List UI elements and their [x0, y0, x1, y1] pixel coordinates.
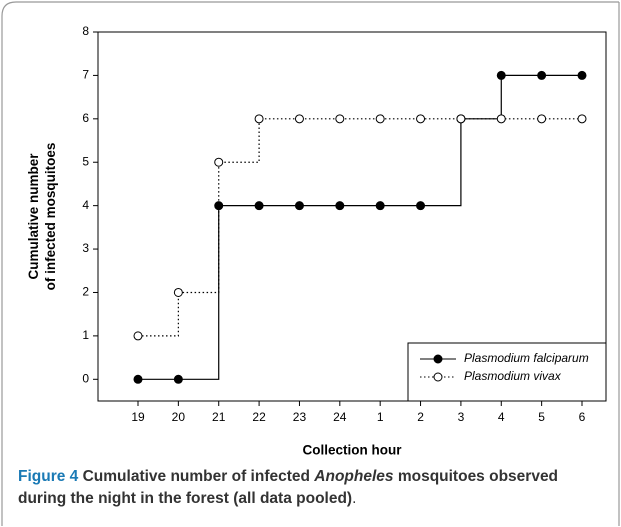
y-tick-label: 3	[82, 241, 89, 255]
marker	[335, 201, 345, 211]
marker	[537, 114, 547, 124]
marker	[173, 374, 183, 384]
x-tick-label: 19	[131, 410, 145, 424]
x-tick-label: 4	[498, 410, 505, 424]
plot-frame	[97, 31, 607, 402]
marker	[254, 114, 264, 124]
marker	[577, 114, 587, 124]
marker	[416, 201, 426, 211]
legend-marker	[433, 372, 443, 382]
marker	[214, 201, 224, 211]
y-axis-label: Cumulative number of infected mosquitoes	[26, 143, 58, 291]
x-tick-label: 5	[538, 410, 545, 424]
marker	[254, 201, 264, 211]
legend-box	[407, 342, 607, 402]
y-tick-label: 5	[82, 154, 89, 168]
marker	[375, 114, 385, 124]
marker	[375, 201, 385, 211]
x-axis-label: Collection hour	[303, 443, 403, 458]
marker	[214, 157, 224, 167]
marker	[537, 70, 547, 80]
marker	[335, 114, 345, 124]
legend-label: Plasmodium falciparum	[464, 351, 589, 365]
caption-text: mosquitoes observed during the night in …	[18, 468, 559, 507]
x-tick-label: 6	[579, 410, 586, 424]
x-tick-label: 21	[212, 410, 226, 424]
marker	[173, 287, 183, 297]
series-line	[138, 74, 582, 380]
marker	[456, 114, 466, 124]
x-tick-label: 1	[377, 410, 384, 424]
marker	[294, 114, 304, 124]
x-tick-label: 22	[252, 410, 266, 424]
x-tick-label: 3	[458, 410, 465, 424]
caption-label: Figure 4	[18, 468, 79, 485]
y-axis-label-line: Cumulative number	[26, 153, 41, 280]
caption-text: Anopheles	[314, 468, 394, 485]
marker	[496, 70, 506, 80]
x-tick-label: 24	[333, 410, 347, 424]
marker	[416, 114, 426, 124]
x-tick-label: 23	[293, 410, 307, 424]
y-tick-label: 4	[82, 198, 89, 212]
y-axis-label-line: of infected mosquitoes	[43, 143, 58, 291]
legend-label: Plasmodium vivax	[464, 369, 562, 383]
y-tick-label: 7	[82, 68, 89, 82]
y-tick-label: 0	[82, 371, 89, 385]
y-tick-label: 8	[82, 24, 89, 38]
y-tick-label: 2	[82, 285, 89, 299]
marker	[294, 201, 304, 211]
x-tick-label: 20	[172, 410, 186, 424]
y-tick-label: 1	[82, 328, 89, 342]
marker	[133, 331, 143, 341]
caption-text: .	[352, 490, 357, 507]
series-line	[138, 118, 582, 337]
x-tick-label: 2	[417, 410, 424, 424]
marker	[577, 70, 587, 80]
legend-marker	[433, 354, 443, 364]
y-tick-label: 6	[82, 111, 89, 125]
marker	[496, 114, 506, 124]
caption: Figure 4 Cumulative number of infected A…	[18, 466, 610, 510]
caption-text: Cumulative number of infected	[82, 468, 315, 485]
marker	[133, 374, 143, 384]
